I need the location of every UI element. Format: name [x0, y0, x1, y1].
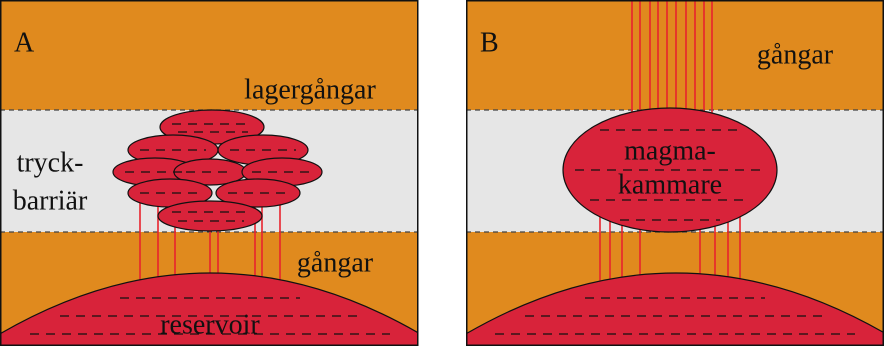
panel-label: A: [14, 27, 35, 58]
label: reservoir: [160, 309, 260, 340]
label: gångar: [297, 247, 374, 278]
label: tryck-: [17, 147, 84, 178]
label: magma-: [624, 135, 716, 166]
reservoir: [0, 272, 418, 346]
label: kammare: [618, 169, 722, 200]
label: barriär: [13, 185, 88, 216]
magma-chamber: [562, 107, 778, 233]
panel-b-border: [466, 0, 884, 346]
sills: [112, 109, 323, 232]
reservoir-dashes: [30, 297, 390, 335]
panel-label: B: [480, 27, 499, 58]
dikes: [599, 0, 741, 290]
panel-a: [0, 0, 418, 346]
label: lagergångar: [244, 74, 376, 105]
reservoir: [466, 272, 884, 346]
panel-a-border: [0, 0, 419, 346]
panel-b: [466, 0, 884, 346]
label: gångar: [757, 39, 834, 70]
